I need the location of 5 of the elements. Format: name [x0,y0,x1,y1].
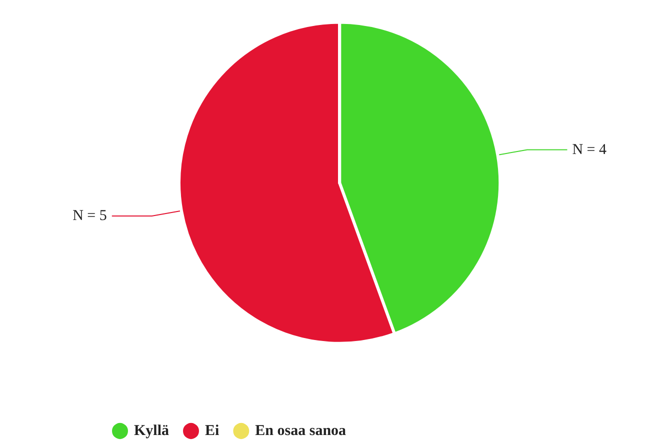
legend-label: Ei [205,423,220,439]
legend-label: En osaa sanoa [255,423,347,439]
data-label: N = 5 [72,208,107,224]
data-label: N = 4 [572,142,608,158]
legend-label: Kyllä [134,423,170,439]
